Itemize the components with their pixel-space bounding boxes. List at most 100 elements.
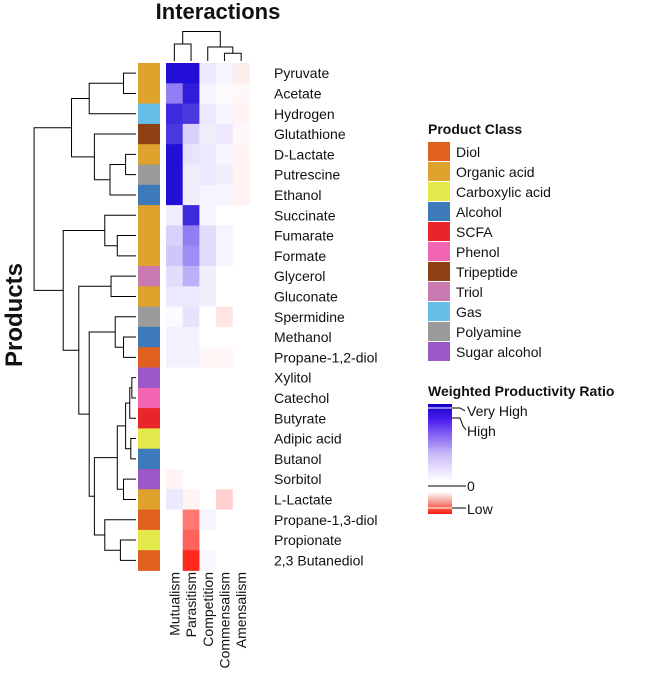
heatmap-cell	[199, 448, 217, 470]
heatmap-cell	[232, 306, 250, 328]
row-label: Ethanol	[274, 187, 321, 203]
column-label: Parasitism	[183, 572, 199, 637]
heatmap-cell	[216, 347, 234, 368]
class-strip-cell	[138, 306, 160, 328]
heatmap-cell	[199, 266, 217, 287]
class-strip-cell	[138, 286, 160, 307]
class-strip-cell	[138, 123, 160, 145]
row-label: Putrescine	[274, 167, 340, 183]
heatmap-cell	[182, 286, 200, 307]
heatmap-cell	[199, 469, 217, 490]
class-legend: Product Class Diol Organic acid Carboxylic…	[428, 121, 551, 361]
row-label: Butyrate	[274, 410, 326, 426]
heatmap-cell	[232, 144, 250, 165]
class-legend-label: Tripeptide	[456, 264, 518, 280]
heatmap-cell	[216, 286, 234, 307]
heatmap-cell	[166, 509, 184, 531]
column-label: Competition	[200, 572, 216, 647]
heatmap-cell	[182, 103, 200, 125]
row-label: Acetate	[274, 85, 322, 101]
heatmap-cell	[216, 205, 234, 226]
heatmap-cell	[166, 550, 184, 571]
heatmap-cell	[166, 367, 184, 389]
chart-title: Interactions	[156, 0, 281, 24]
heatmap-cell	[232, 83, 250, 104]
scale-label-low: Low	[467, 501, 494, 517]
heatmap-cell	[166, 83, 184, 104]
heatmap-cell	[182, 469, 200, 490]
heatmap-cell	[232, 347, 250, 368]
heatmap-cell	[166, 205, 184, 226]
heatmap-cell	[199, 164, 217, 186]
row-label: L-Lactate	[274, 491, 333, 507]
heatmap-cell	[199, 489, 217, 510]
class-legend-swatch	[428, 322, 450, 341]
heatmap-cell	[199, 225, 217, 247]
heatmap-cell	[216, 489, 234, 510]
heatmap-cell	[216, 529, 234, 551]
class-legend-title: Product Class	[428, 121, 522, 137]
heatmap-cell	[182, 428, 200, 450]
row-dendrogram	[33, 72, 136, 561]
scale-label-zero: 0	[467, 478, 475, 494]
heatmap-cell	[182, 489, 200, 510]
heatmap-cell	[216, 83, 234, 104]
row-label: Formate	[274, 248, 326, 264]
heatmap-cell	[232, 550, 250, 571]
heatmap-cell	[182, 550, 200, 571]
heatmap-cell	[182, 63, 200, 84]
heatmap-cell	[216, 428, 234, 450]
scale-label-high: High	[467, 423, 496, 439]
heatmap-cell	[199, 408, 217, 429]
heatmap-cell	[232, 286, 250, 307]
heatmap-cell	[199, 144, 217, 165]
heatmap-cell	[182, 306, 200, 328]
heatmap-cell	[182, 123, 200, 145]
heatmap-cell	[199, 367, 217, 389]
class-strip-cell	[138, 164, 160, 186]
heatmap-cell	[216, 509, 234, 531]
heatmap-cell	[216, 469, 234, 490]
class-strip-cell	[138, 529, 160, 551]
heatmap-cell	[166, 123, 184, 145]
class-strip-cell	[138, 245, 160, 267]
heatmap-cell	[232, 245, 250, 267]
column-dendrogram	[173, 31, 242, 61]
heatmap-cell	[199, 529, 217, 551]
class-legend-label: Carboxylic acid	[456, 184, 551, 200]
heatmap-cell	[199, 245, 217, 267]
heatmap-cell	[232, 469, 250, 490]
heatmap-cell	[232, 428, 250, 450]
column-label: Commensalism	[216, 572, 232, 668]
row-label: Propane-1,2-diol	[274, 349, 378, 365]
row-label: Fumarate	[274, 228, 334, 244]
heatmap-cell	[166, 408, 184, 429]
class-legend-label: SCFA	[456, 224, 493, 240]
class-strip-cell	[138, 266, 160, 287]
heatmap-cell	[166, 144, 184, 165]
row-label: Catechol	[274, 390, 329, 406]
column-label: Amensalism	[233, 572, 249, 648]
class-legend-swatch	[428, 262, 450, 281]
heatmap-cell	[166, 448, 184, 470]
heatmap-cell	[199, 83, 217, 104]
heatmap-cell	[216, 448, 234, 470]
heatmap-cell	[232, 489, 250, 510]
heatmap-cell	[232, 63, 250, 84]
row-labels: Pyruvate Acetate Hydrogen Glutathione D-Lact…	[274, 65, 378, 568]
heatmap-cell	[182, 205, 200, 226]
heatmap-cell	[182, 387, 200, 409]
class-strip-cell	[138, 144, 160, 165]
row-label: 2,3 Butanediol	[274, 552, 364, 568]
heatmap-cell	[182, 408, 200, 429]
heatmap-cell	[166, 266, 184, 287]
column-label: Mutualism	[166, 572, 182, 636]
heatmap-cell	[182, 83, 200, 104]
class-strip-cell	[138, 367, 160, 389]
heatmap-cell	[232, 367, 250, 389]
heatmap-cell	[232, 103, 250, 125]
heatmap-cell	[232, 326, 250, 348]
scale-gradient-bar	[428, 404, 452, 514]
heatmap-cell	[166, 225, 184, 247]
heatmap-cell	[182, 144, 200, 165]
